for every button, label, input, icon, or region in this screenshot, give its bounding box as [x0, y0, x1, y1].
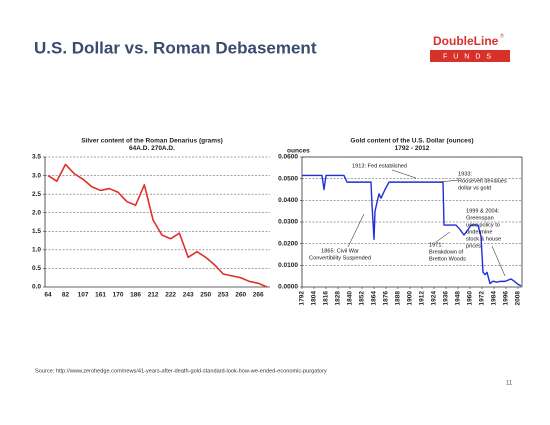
logo-sub: FUNDS — [443, 53, 497, 60]
x-tick-label: 1972 — [479, 291, 486, 306]
annotation: Convertibility Suspended — [309, 255, 371, 261]
annotation: prices — [466, 243, 481, 249]
y-tick-label: 3.0 — [32, 172, 41, 179]
annotation-arrow — [439, 179, 459, 183]
chart-title: Gold content of the U.S. Dollar (ounces) — [350, 138, 473, 145]
annotation: undermine — [466, 229, 492, 235]
logo-name: DoubleLine — [433, 34, 499, 48]
annotation-arrow — [435, 231, 451, 243]
x-tick-label: 1840 — [347, 291, 354, 306]
series-line — [47, 163, 268, 288]
y-tick-label: 1.0 — [32, 247, 41, 254]
annotation: stock & house — [466, 236, 501, 242]
x-tick-label: 1936 — [443, 291, 450, 306]
annotation: 1933: — [458, 171, 472, 177]
x-tick-label: 250 — [200, 292, 211, 299]
x-tick-label: 222 — [165, 292, 176, 299]
x-tick-label: 1816 — [323, 291, 330, 306]
series-line — [302, 174, 522, 287]
annotation-arrow — [391, 169, 417, 179]
x-tick-label: 1792 — [299, 291, 306, 306]
x-tick-label: 1864 — [371, 291, 378, 306]
x-tick-label: 2008 — [515, 291, 522, 306]
y-tick-label: 0.0600 — [278, 154, 298, 161]
slide-title: U.S. Dollar vs. Roman Debasement — [34, 38, 317, 57]
annotation-arrow — [347, 213, 365, 248]
chart-subtitle: 1792 - 2012 — [395, 145, 430, 152]
x-tick-label: 107 — [78, 292, 89, 299]
annotation-arrow — [491, 245, 506, 277]
x-tick-label: 186 — [130, 292, 141, 299]
chart-subtitle: 64A.D. 270A.D. — [129, 145, 175, 152]
y-tick-label: 2.5 — [32, 191, 41, 198]
x-tick-label: 1804 — [311, 291, 318, 306]
annotation: uses policy to — [466, 222, 500, 228]
x-tick-label: 1852 — [359, 291, 366, 306]
x-tick-label: 1924 — [431, 291, 438, 306]
y-tick-label: 0.0000 — [278, 284, 298, 291]
x-tick-label: 260 — [235, 292, 246, 299]
y-tick-label: 0.0400 — [278, 197, 298, 204]
x-tick-label: 253 — [218, 292, 229, 299]
x-tick-label: 1900 — [407, 291, 414, 306]
y-tick-label: 3.5 — [32, 154, 41, 161]
annotation: 1865: Civil War — [321, 248, 359, 254]
x-tick-label: 1996 — [503, 291, 510, 306]
x-tick-label: 161 — [95, 292, 106, 299]
x-tick-label: 170 — [113, 292, 124, 299]
x-tick-label: 1960 — [467, 291, 474, 306]
y-tick-label: 0.5 — [32, 265, 41, 272]
y-tick-label: 0.0 — [32, 284, 41, 291]
y-tick-label: 0.0300 — [278, 219, 298, 226]
x-tick-label: 1888 — [395, 291, 402, 306]
logo-mark: ® — [500, 32, 504, 39]
y-tick-label: 0.0500 — [278, 175, 298, 182]
x-tick-label: 82 — [62, 292, 70, 299]
x-tick-label: 64 — [44, 292, 52, 299]
y-tick-label: 0.0100 — [278, 262, 298, 269]
x-tick-label: 1984 — [491, 291, 498, 306]
y-axis-label: ounces — [287, 148, 310, 155]
x-tick-label: 1948 — [455, 291, 462, 306]
logo-band — [430, 50, 510, 62]
x-tick-label: 266 — [253, 292, 264, 299]
y-tick-label: 0.0200 — [278, 240, 298, 247]
x-tick-label: 1876 — [383, 291, 390, 306]
x-tick-label: 212 — [148, 292, 159, 299]
annotation: Greenspan — [466, 215, 494, 221]
chart-title: Silver content of the Roman Denarius (gr… — [81, 138, 223, 145]
y-tick-label: 2.0 — [32, 209, 41, 216]
annotation: 1971: — [429, 242, 443, 248]
annotation: 1913: Fed established — [352, 163, 407, 169]
annotation: Breakdown of — [429, 249, 464, 255]
source: Source: http://www.zerohedge.com/news/41… — [35, 368, 327, 374]
logo-top — [430, 33, 510, 49]
x-tick-label: 243 — [183, 292, 194, 299]
x-tick-label: 1828 — [335, 291, 342, 306]
annotation: Roosevelt devalues — [458, 178, 507, 184]
annotation: Bretton Woods — [429, 256, 466, 262]
y-tick-label: 1.5 — [32, 228, 41, 235]
page-number: 11 — [506, 381, 513, 387]
x-tick-label: 1912 — [419, 291, 426, 306]
annotation: dollar vs gold — [458, 185, 491, 191]
annotation: 1999 & 2004: — [466, 208, 500, 214]
